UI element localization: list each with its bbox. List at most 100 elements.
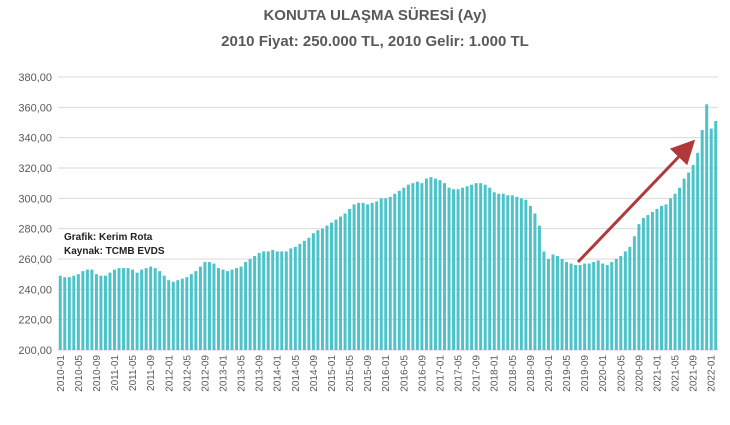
y-tick-label: 240,00 [18,284,52,296]
x-tick-label: 2010-09 [92,355,103,392]
bar [424,178,428,350]
bar [339,216,343,350]
bar [189,274,193,350]
bar [352,204,356,350]
chart-title: KONUTA ULAŞMA SÜRESİ (Ay) [263,7,486,24]
bar [524,199,528,350]
bar [397,190,401,350]
bar [271,249,275,350]
bar [669,198,673,350]
x-tick-label: 2013-09 [255,355,266,392]
x-tick-label: 2016-09 [417,355,428,392]
x-tick-label: 2016-01 [381,355,392,392]
bar [334,219,338,350]
x-tick-label: 2016-05 [399,355,410,392]
y-tick-label: 200,00 [18,345,52,357]
bar [230,269,234,350]
bar [275,251,279,350]
bar [384,198,388,350]
bar [574,265,578,350]
bar [533,213,537,350]
bar [614,259,618,350]
y-tick-label: 340,00 [18,133,52,145]
bar [357,202,361,350]
bar [483,184,487,350]
bar [72,275,76,350]
bar [605,265,609,350]
x-tick-label: 2021-01 [652,355,663,392]
bar [601,263,605,350]
bar [366,204,370,350]
bar [682,178,686,350]
bar [221,269,225,350]
bar [108,272,112,350]
bar [528,205,532,350]
bar [58,275,62,350]
bar [515,196,519,350]
bar [348,208,352,350]
bar [185,277,189,350]
bar [429,177,433,350]
bar [370,202,374,350]
bar [113,269,116,350]
bar [443,183,446,350]
bar [705,104,709,350]
bar [262,251,266,350]
x-tick-label: 2019-09 [580,355,591,392]
bar [67,277,71,350]
bar [655,208,659,350]
bar [691,164,695,350]
bar [542,251,546,350]
bar [551,254,555,350]
bar [402,187,406,350]
x-tick-label: 2014-05 [291,355,302,392]
bar [583,263,587,350]
bar [492,192,496,350]
bar [144,268,148,350]
bar [501,193,505,350]
x-tick-label: 2015-09 [363,355,374,392]
y-tick-label: 260,00 [18,254,52,266]
bar [153,268,157,350]
x-tick-label: 2011-01 [110,355,121,391]
bar [619,255,623,350]
bar [415,181,419,350]
y-tick-label: 320,00 [18,163,52,175]
bar [307,237,311,350]
plot-area: 200,00 220,00 240,00 260,00 280,00 300,00 320,… [18,72,718,392]
bar [244,262,248,350]
bar [171,281,175,350]
y-tick-label: 300,00 [18,193,52,205]
bar [420,183,424,350]
bar [696,152,700,350]
bar [474,183,478,350]
bar [140,269,144,350]
bar [298,243,302,350]
y-tick-label: 280,00 [18,224,52,236]
bar [212,263,216,350]
bar [714,120,718,350]
bar [447,187,451,350]
x-tick-label: 2014-01 [273,355,284,392]
bar [167,280,171,350]
x-tick-label: 2017-01 [435,355,446,392]
bar [176,280,180,350]
bar [488,187,492,350]
bar [673,193,677,350]
bar [257,252,261,350]
x-tick-label: 2020-01 [598,355,609,392]
bar [90,269,94,350]
x-tick-label: 2018-09 [526,355,537,392]
bar [316,230,320,350]
x-tick-label: 2018-01 [490,355,501,392]
bar [610,262,614,350]
bar [135,272,139,350]
bar [311,233,315,350]
x-tick-label: 2022-01 [707,355,718,392]
bar [99,275,103,350]
bar [76,274,80,350]
x-tick-label: 2013-01 [219,355,230,392]
bar [678,187,682,350]
bar [438,180,442,350]
bar [510,195,514,350]
